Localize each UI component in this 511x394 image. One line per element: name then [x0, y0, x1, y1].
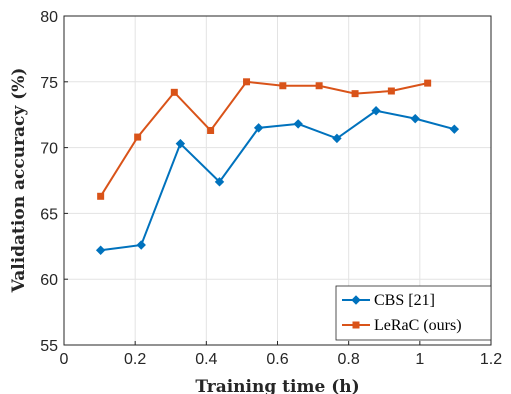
data-point: [253, 123, 264, 133]
data-point: [243, 78, 251, 86]
x-tick-label: 0.8: [338, 351, 360, 368]
data-point: [175, 138, 186, 149]
data-point: [134, 133, 142, 141]
x-tick-label: 1.2: [480, 351, 502, 368]
y-tick-label: 75: [40, 75, 58, 92]
y-tick-label: 55: [40, 338, 58, 355]
data-point: [410, 113, 420, 124]
data-point: [351, 90, 359, 98]
legend-marker: [352, 321, 360, 329]
data-point: [207, 126, 215, 134]
data-point: [424, 79, 432, 87]
data-point: [449, 124, 460, 134]
y-axis-title: Validation accuracy (%): [9, 68, 29, 294]
data-point: [136, 240, 146, 250]
data-point: [95, 245, 106, 255]
data-point: [387, 87, 395, 95]
data-point: [279, 82, 287, 90]
legend-label: CBS [21]: [374, 292, 435, 309]
legend-box: [335, 285, 492, 341]
data-point: [214, 177, 225, 187]
legend-label: LeRaC (ours): [374, 317, 462, 334]
series-cbs: [95, 106, 460, 255]
data-point: [97, 192, 105, 200]
x-tick-label: 0.6: [266, 351, 288, 368]
data-point: [332, 133, 342, 144]
data-point: [170, 88, 178, 96]
y-tick-label: 80: [40, 9, 58, 26]
y-tick-label: 70: [40, 141, 58, 158]
x-tick-label: 0.2: [124, 351, 146, 368]
legend: CBS [21] LeRaC (ours): [335, 285, 492, 341]
legend-marker: [351, 295, 361, 305]
y-tick-label: 65: [40, 206, 58, 223]
x-tick-label: 0.4: [195, 351, 217, 368]
data-point: [293, 119, 303, 129]
data-point: [371, 106, 381, 116]
axis-ticks: 0 0.2 0.4 0.6 0.8 1 1.2 55 60 65 70 75 80: [40, 9, 502, 368]
series-line: [100, 109, 455, 252]
series-line: [99, 80, 428, 197]
y-tick-label: 60: [40, 272, 58, 289]
x-axis-title: Training time (h): [195, 377, 359, 394]
x-tick-label: 0: [60, 351, 69, 368]
x-tick-label: 1: [415, 351, 424, 368]
data-point: [315, 82, 323, 90]
series-lerac: [97, 78, 432, 200]
series-layer: [95, 78, 460, 255]
